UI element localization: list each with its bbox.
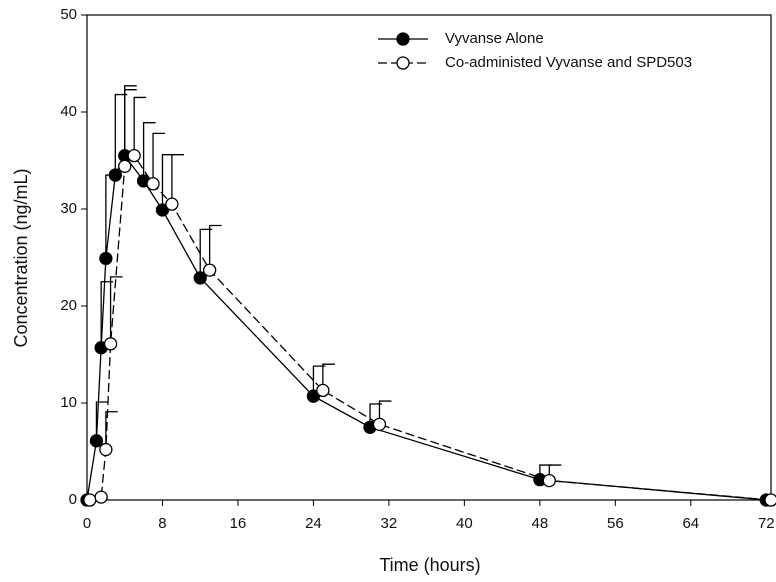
data-point [165,197,179,211]
x-tick-label: 24 [305,515,322,532]
legend-marker [396,56,410,70]
data-point [127,148,141,163]
data-point [372,417,387,431]
x-tick-label: 48 [532,515,549,532]
x-tick-label: 56 [607,515,624,532]
data-point [542,473,556,488]
legend-marker [396,32,410,46]
data-point [118,159,132,173]
y-tick-label: 20 [60,297,77,314]
x-tick-label: 40 [456,515,473,532]
data-point [89,434,104,448]
error-bar [369,403,383,428]
y-tick-label: 40 [60,103,77,120]
series-line [89,154,772,501]
data-point [103,337,118,351]
error-bar [109,276,123,344]
y-tick-label: 0 [69,491,77,508]
error-bar [208,224,222,271]
error-bar [152,132,166,184]
data-point [306,389,321,403]
data-point [316,383,330,398]
data-point [193,271,207,285]
plot-frame [86,14,772,501]
data-point [764,493,776,507]
error-bar [124,89,137,167]
error-bar [378,400,392,425]
data-point [155,203,170,217]
x-tick-label: 16 [230,515,247,532]
error-bar [114,93,128,176]
x-tick-label: 72 [758,515,775,532]
series-line [86,154,767,501]
legend-label: Co-administed Vyvanse and SPD503 [445,54,692,71]
error-bar [124,85,137,156]
error-bar [105,411,118,450]
data-point [146,177,160,191]
error-bar [161,154,175,210]
error-bar [199,228,213,278]
error-bar [322,363,335,391]
data-point [202,263,217,277]
x-tick-label: 8 [158,515,166,532]
x-tick-label: 0 [83,515,91,532]
y-axis-label: Concentration (ng/mL) [11,168,31,347]
y-tick-label: 10 [60,394,77,411]
data-point [99,251,113,266]
x-tick-label: 32 [381,515,398,532]
error-bar [171,154,184,205]
y-tick-label: 30 [60,200,77,217]
y-tick-label: 50 [60,6,77,23]
error-bar [133,96,147,156]
x-axis-label: Time (hours) [379,555,480,575]
data-point [94,490,108,504]
data-point [99,442,113,457]
error-bar [142,122,156,181]
data-point [83,493,97,507]
legend-label: Vyvanse Alone [445,30,544,47]
error-bar [312,365,326,397]
error-bar [95,401,109,441]
error-bar [100,281,114,348]
x-tick-label: 64 [682,515,699,532]
data-point [108,168,122,182]
